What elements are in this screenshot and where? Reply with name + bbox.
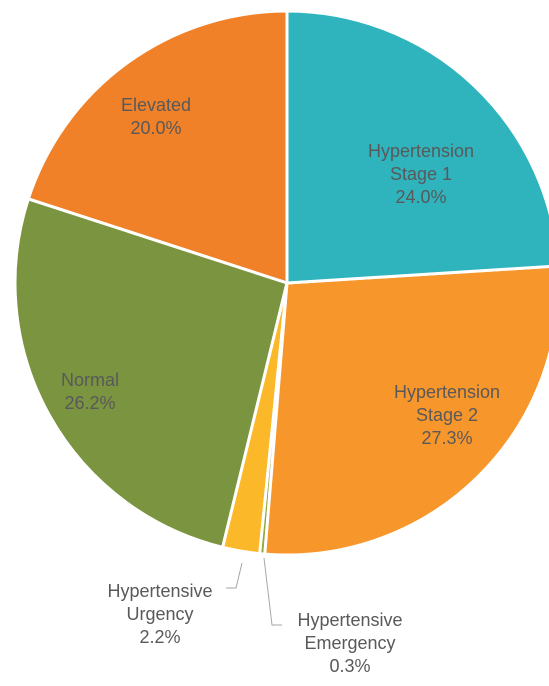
- leader-line: [263, 557, 282, 626]
- category-label: Elevated: [120, 95, 192, 115]
- slice-label: Hypertension Stage 1 24.0%: [341, 140, 501, 209]
- slice-label: Normal 26.2%: [10, 369, 170, 415]
- pie-slice: [26, 9, 289, 286]
- category-label: Hypertension Stage 2: [393, 382, 501, 425]
- value-label: 27.3%: [421, 428, 473, 448]
- value-label: 0.3%: [329, 656, 371, 676]
- category-label: Hypertensive Emergency: [297, 610, 403, 653]
- value-label: 24.0%: [395, 187, 447, 207]
- leader-line: [226, 562, 243, 589]
- value-label: 20.0%: [130, 118, 182, 138]
- category-label: Hypertension Stage 1: [367, 141, 475, 184]
- slice-label: Hypertension Stage 2 27.3%: [367, 381, 527, 450]
- value-label: 2.2%: [139, 627, 181, 647]
- category-label: Normal: [60, 370, 119, 390]
- category-label: Hypertensive Urgency: [107, 581, 213, 624]
- slice-label: Hypertensive Urgency 2.2%: [80, 580, 240, 649]
- value-label: 26.2%: [64, 393, 116, 413]
- pie-slice: [263, 265, 549, 557]
- pie-slice: [13, 197, 289, 550]
- slice-label: Hypertensive Emergency 0.3%: [270, 609, 430, 678]
- slice-label: Elevated 20.0%: [76, 94, 236, 140]
- pie-slice: [285, 9, 549, 285]
